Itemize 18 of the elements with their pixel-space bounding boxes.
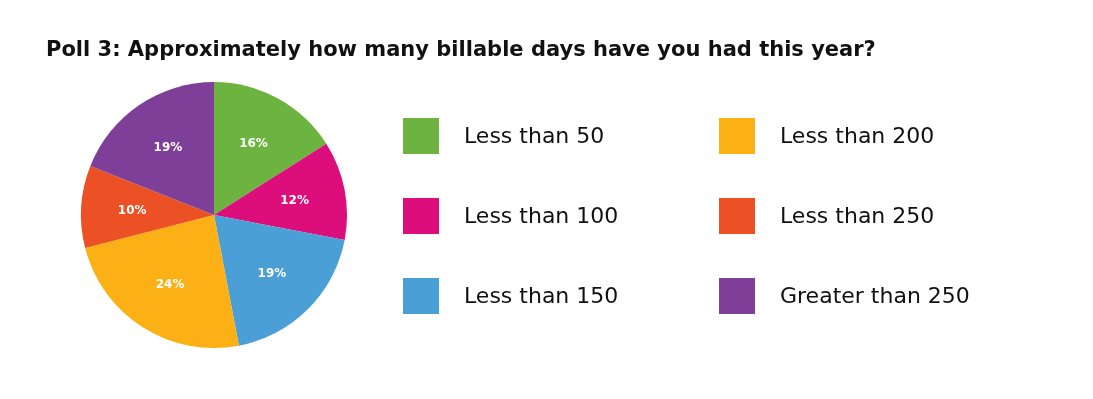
data-label: 10%: [117, 202, 147, 217]
data-label: 12%: [280, 192, 309, 207]
pie-slice: [81, 166, 214, 249]
data-label: 19%: [257, 265, 287, 280]
legend-label: Less than 250: [780, 203, 935, 228]
data-label: 16%: [239, 136, 268, 151]
legend-label: Greater than 250: [780, 283, 970, 308]
pie-slice: [214, 215, 345, 346]
legend-label: Less than 50: [464, 123, 605, 148]
pie-slice: [214, 82, 327, 215]
chart-title: Poll 3: Approximately how many billable days have you had this year?: [46, 37, 876, 61]
pie-slice: [90, 82, 214, 215]
legend-label: Less than 150: [464, 283, 619, 308]
pie-slice: [85, 215, 239, 348]
data-label: 19%: [153, 140, 183, 155]
data-label: 24%: [155, 277, 185, 292]
legend-label: Less than 200: [780, 123, 935, 148]
legend-label: Less than 100: [464, 203, 619, 228]
